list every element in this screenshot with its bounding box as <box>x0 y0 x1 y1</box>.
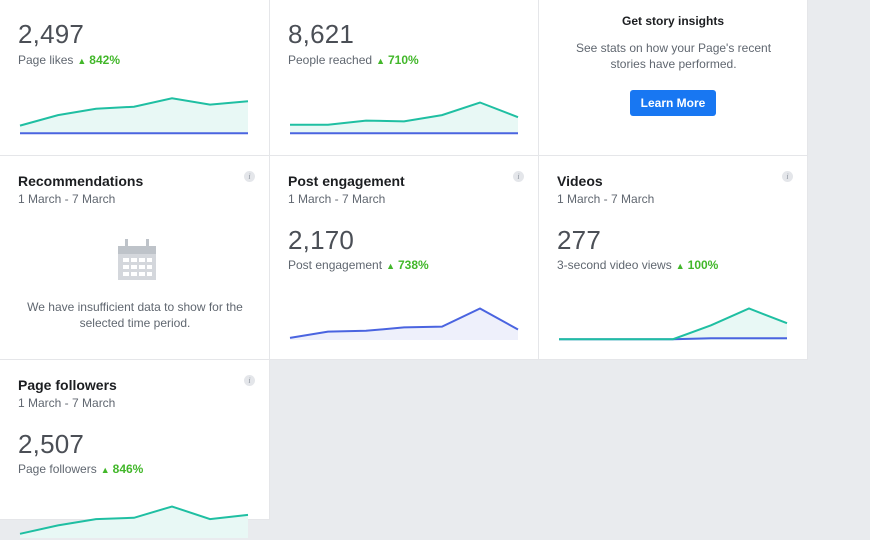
videos-value: 277 <box>557 225 601 255</box>
post_engagement-trend-line <box>289 307 519 339</box>
recommendations-card[interactable]: Recommendations 1 March - 7 March i We h… <box>0 156 270 360</box>
up-arrow-icon: ▲ <box>675 261 685 271</box>
people-reached-metric: People reached ▲ 710% <box>288 53 419 67</box>
post-engagement-date-range: 1 March - 7 March <box>288 192 386 206</box>
videos-label: 3-second video views <box>557 258 672 272</box>
page-followers-title: Page followers <box>18 377 117 393</box>
page-followers-label: Page followers <box>18 462 97 476</box>
info-icon[interactable]: i <box>513 171 524 182</box>
post-engagement-change: 738% <box>398 258 429 272</box>
learn-more-button[interactable]: Learn More <box>630 90 716 116</box>
story-insights-card: Get story insights See stats on how your… <box>539 0 808 156</box>
page_followers-area <box>20 506 248 538</box>
story-insights-description: See stats on how your Page's recent stor… <box>575 41 772 71</box>
recommendations-title: Recommendations <box>18 173 144 189</box>
info-icon[interactable]: i <box>244 375 255 386</box>
videos-sparkline <box>559 307 788 341</box>
page-followers-change: 846% <box>112 462 144 476</box>
info-icon[interactable]: i <box>244 171 255 182</box>
people-reached-value: 8,621 <box>288 19 355 49</box>
videos-date-range: 1 March - 7 March <box>557 192 655 206</box>
videos-metric: 3-second video views ▲ 100% <box>557 258 718 272</box>
page_likes-area <box>20 98 248 134</box>
story-insights-title: Get story insights <box>621 14 725 28</box>
recommendations-empty-message: We have insufficient data to show for th… <box>27 300 243 330</box>
page-followers-date-range: 1 March - 7 March <box>18 396 116 410</box>
videos-title: Videos <box>557 173 603 189</box>
post_engagement-area <box>290 308 518 340</box>
post-engagement-value: 2,170 <box>288 225 355 255</box>
people_reached-area <box>290 102 518 134</box>
post-engagement-label: Post engagement <box>288 258 383 272</box>
post-engagement-sparkline <box>289 307 519 340</box>
people-reached-label: People reached <box>288 53 373 67</box>
page_likes-trend-line <box>19 97 249 127</box>
people_reached-trend-line <box>290 101 519 126</box>
videos-area <box>559 308 787 340</box>
post-engagement-metric: Post engagement ▲ 738% <box>288 258 429 272</box>
page-likes-change: 842% <box>89 53 120 67</box>
page-followers-card[interactable]: Page followers 1 March - 7 March i 2,507… <box>0 360 270 538</box>
page-likes-metric: Page likes ▲ 842% <box>18 53 120 67</box>
info-icon[interactable]: i <box>782 171 793 182</box>
page-likes-sparkline <box>19 97 249 135</box>
videos-trend-line <box>559 307 788 341</box>
up-arrow-icon: ▲ <box>77 56 87 66</box>
up-arrow-icon: ▲ <box>386 261 395 271</box>
people-reached-change: 710% <box>388 53 419 67</box>
videos-card[interactable]: Videos 1 March - 7 March i 277 3-second … <box>539 156 808 360</box>
page-followers-value: 2,507 <box>18 429 85 459</box>
page-likes-card[interactable]: 2,497 Page likes ▲ 842% <box>0 0 270 156</box>
videos-change: 100% <box>687 258 719 272</box>
post-engagement-card[interactable]: Post engagement 1 March - 7 March i 2,17… <box>270 156 539 360</box>
people-reached-sparkline <box>290 101 519 135</box>
post-engagement-title: Post engagement <box>288 173 405 189</box>
page-followers-sparkline <box>19 505 249 538</box>
up-arrow-icon: ▲ <box>376 56 385 66</box>
page-likes-label: Page likes <box>18 53 74 67</box>
page-followers-metric: Page followers ▲ 846% <box>18 462 143 476</box>
up-arrow-icon: ▲ <box>100 465 110 475</box>
people-reached-card[interactable]: 8,621 People reached ▲ 710% <box>270 0 539 156</box>
page-likes-value: 2,497 <box>18 19 85 49</box>
recommendations-date-range: 1 March - 7 March <box>18 192 116 206</box>
calendar-icon <box>118 239 156 280</box>
